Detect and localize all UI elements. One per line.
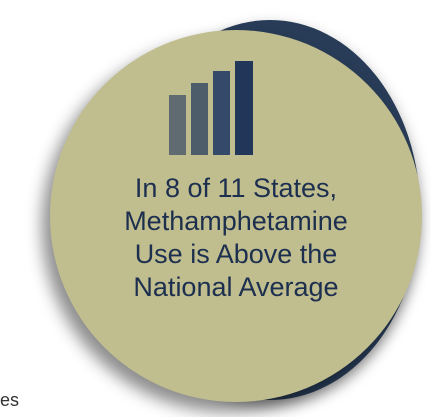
headline-line-2: Methamphetamine (124, 206, 348, 236)
bar-chart-icon (169, 61, 253, 155)
icon-bar-1 (169, 95, 186, 155)
icon-bar-4 (235, 61, 253, 155)
headline-line-3: Use is Above the (134, 239, 338, 269)
cropped-text-fragment: es (0, 390, 20, 410)
icon-bar-2 (191, 83, 208, 155)
icon-bar-3 (213, 71, 230, 155)
headline-line-4: National Average (133, 272, 339, 302)
headline: In 8 of 11 States, Methamphetamine Use i… (70, 172, 402, 304)
headline-line-1: In 8 of 11 States, (134, 173, 338, 203)
